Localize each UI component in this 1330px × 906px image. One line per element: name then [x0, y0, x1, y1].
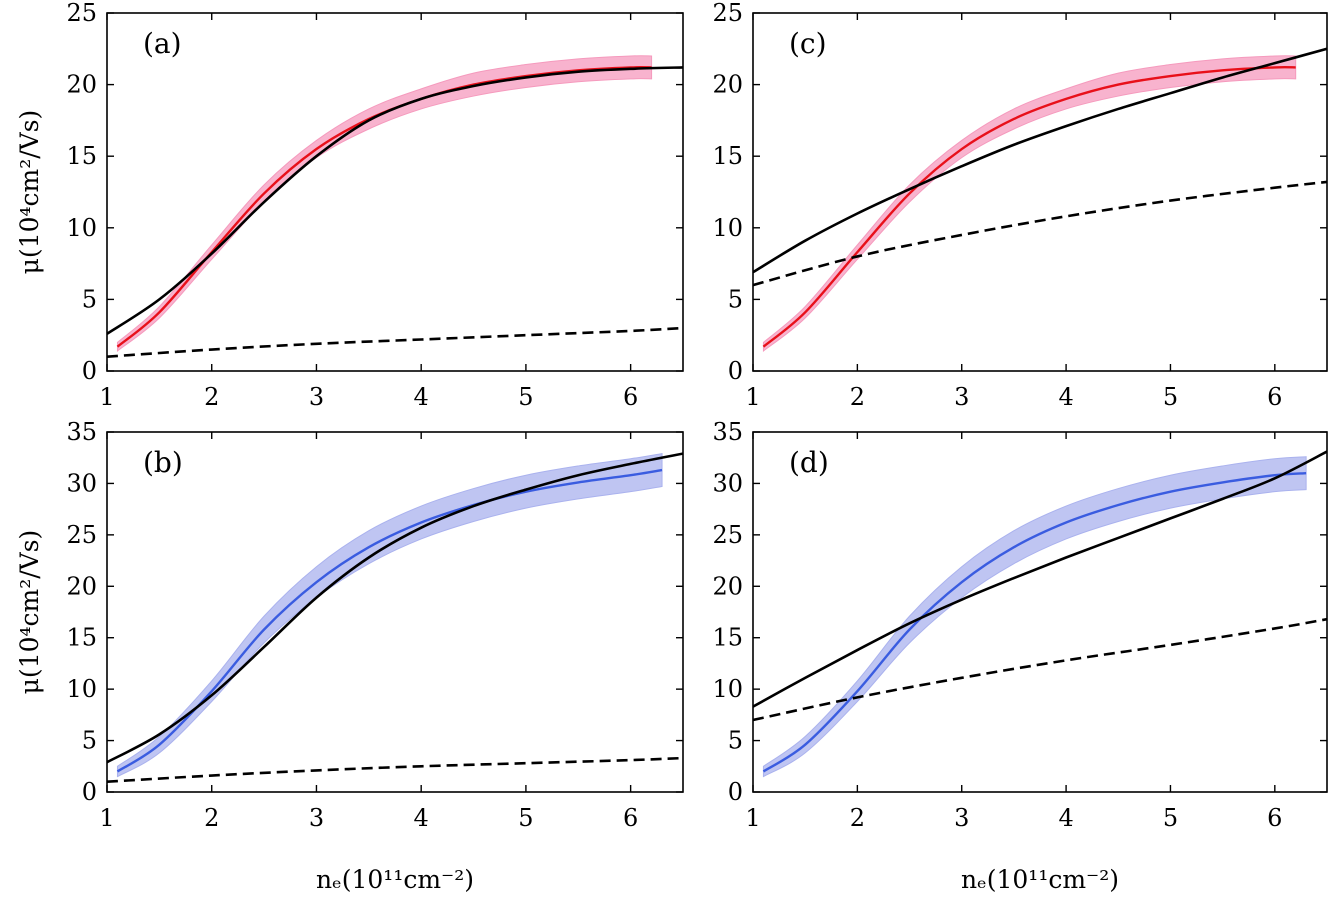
plot-area: [107, 55, 683, 358]
axes-frame: [752, 12, 1328, 372]
panel-label: (d): [789, 446, 829, 479]
y-tick-label: 5: [728, 285, 743, 313]
uncertainty-band: [762, 456, 1307, 778]
y-tick-label: 0: [82, 357, 97, 385]
y-tick-label: 35: [712, 418, 743, 446]
x-tick-label: 1: [99, 804, 114, 832]
uncertainty-band: [116, 55, 653, 352]
x-axis-title: nₑ(10¹¹cm⁻²): [316, 865, 474, 894]
model-solid-line: [107, 452, 683, 764]
x-tick-label: 4: [1058, 383, 1073, 411]
x-tick-label: 2: [204, 383, 219, 411]
plot-area: [753, 47, 1327, 352]
y-tick-label: 20: [66, 71, 97, 99]
x-axis-title: nₑ(10¹¹cm⁻²): [961, 865, 1119, 894]
y-tick-label: 25: [66, 0, 97, 27]
uncertainty-band: [762, 55, 1297, 352]
y-tick-label: 30: [712, 469, 743, 497]
y-tick-label: 10: [712, 675, 743, 703]
y-tick-label: 5: [728, 727, 743, 755]
experiment-line: [116, 468, 663, 773]
x-tick-label: 1: [99, 383, 114, 411]
y-axis-title: μ(10⁴cm²/Vs): [15, 530, 44, 695]
x-tick-label: 4: [1058, 804, 1073, 832]
y-tick-label: 5: [82, 285, 97, 313]
y-tick-label: 15: [712, 142, 743, 170]
x-tick-label: 5: [1163, 383, 1178, 411]
x-tick-label: 2: [204, 804, 219, 832]
y-tick-label: 15: [66, 624, 97, 652]
y-tick-label: 20: [712, 572, 743, 600]
x-tick-label: 3: [309, 804, 324, 832]
model-solid-line: [753, 47, 1327, 274]
x-tick-label: 2: [850, 804, 865, 832]
y-tick-label: 0: [728, 778, 743, 806]
x-tick-label: 3: [309, 383, 324, 411]
y-tick-label: 25: [712, 521, 743, 549]
y-tick-label: 10: [712, 214, 743, 242]
panel-a: 1 2 3 4 5 6 0 5 10 15 20 25 (a) μ(10⁴cm²/Vs): [15, 0, 684, 411]
x-tick-label: 2: [850, 383, 865, 411]
y-tick-label: 15: [712, 624, 743, 652]
axes-frame: [752, 431, 1328, 793]
panel-label: (c): [789, 27, 827, 60]
uncertainty-band: [116, 453, 663, 778]
panel-b: 1 2 3 4 5 6 0 5 10 15 20 25 30 35 (b) μ(10⁴cm²/Vs) nₑ(10…: [15, 418, 684, 894]
x-tick-label: 1: [745, 383, 760, 411]
x-tick-label: 5: [1163, 804, 1178, 832]
y-tick-label: 15: [66, 142, 97, 170]
y-axis-title: μ(10⁴cm²/Vs): [15, 110, 44, 275]
y-tick-label: 10: [66, 214, 97, 242]
y-tick-label: 20: [66, 572, 97, 600]
model-dashed-line: [753, 180, 1327, 287]
panel-c: 1 2 3 4 5 6 0 5 10 15 20 25 (c): [712, 0, 1328, 411]
x-tick-label: 5: [518, 804, 533, 832]
y-tick-label: 25: [712, 0, 743, 27]
axes-frame: [106, 431, 684, 793]
x-tick-label: 5: [518, 383, 533, 411]
plot-area: [753, 450, 1327, 778]
panel-label: (b): [143, 446, 183, 479]
x-tick-label: 3: [954, 383, 969, 411]
model-dashed-line: [753, 617, 1327, 722]
x-tick-label: 6: [623, 804, 638, 832]
y-tick-label: 5: [82, 727, 97, 755]
plot-area: [107, 452, 683, 784]
axes-frame: [106, 12, 684, 372]
y-tick-label: 35: [66, 418, 97, 446]
y-tick-label: 20: [712, 71, 743, 99]
model-dashed-line: [107, 326, 683, 358]
model-dashed-line: [107, 756, 683, 784]
y-tick-label: 30: [66, 469, 97, 497]
y-tick-label: 0: [82, 778, 97, 806]
y-tick-label: 10: [66, 675, 97, 703]
x-tick-label: 4: [414, 804, 429, 832]
x-tick-label: 6: [1267, 383, 1282, 411]
x-tick-label: 1: [745, 804, 760, 832]
x-tick-label: 6: [623, 383, 638, 411]
experiment-line: [762, 66, 1296, 348]
x-tick-label: 4: [414, 383, 429, 411]
panel-d: 1 2 3 4 5 6 0 5 10 15 20 25 30 35 (d) nₑ(10¹¹cm⁻²): [712, 418, 1328, 894]
model-solid-line: [753, 450, 1327, 708]
y-tick-label: 0: [728, 357, 743, 385]
x-tick-label: 3: [954, 804, 969, 832]
experiment-line: [762, 471, 1307, 773]
x-tick-label: 6: [1267, 804, 1282, 832]
panel-label: (a): [143, 27, 182, 60]
y-tick-label: 25: [66, 521, 97, 549]
model-solid-line: [107, 66, 683, 335]
